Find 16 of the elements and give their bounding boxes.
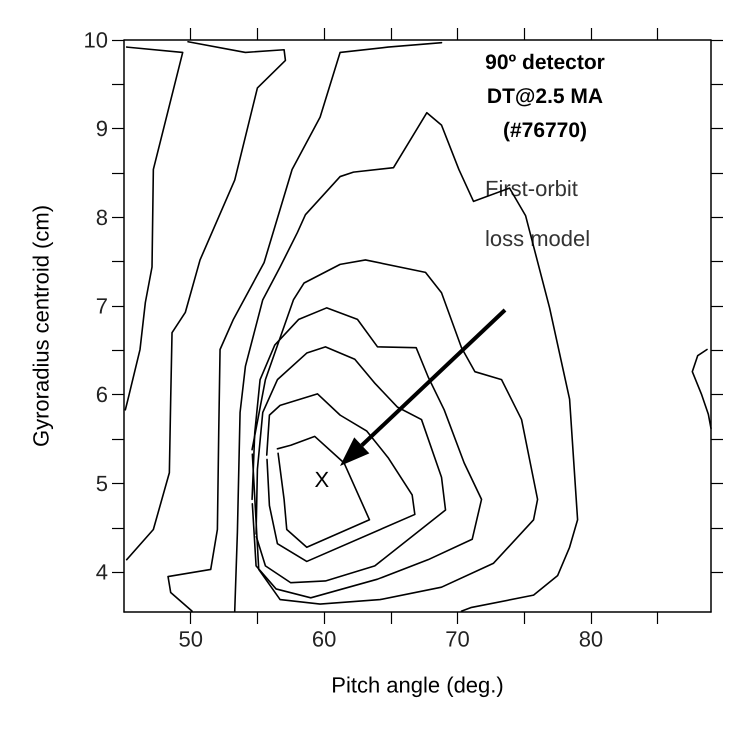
x-axis-title: Pitch angle (deg.) bbox=[331, 672, 504, 698]
annotation: First-orbit loss model bbox=[485, 175, 590, 253]
x-tick-label: 50 bbox=[178, 626, 203, 652]
x-tick-label: 60 bbox=[312, 626, 336, 652]
y-tick-label: 9 bbox=[96, 116, 108, 142]
y-tick-label: 7 bbox=[96, 294, 108, 319]
y-tick-label: 5 bbox=[96, 470, 108, 496]
annotation: X bbox=[314, 467, 330, 492]
y-tick-label: 8 bbox=[96, 204, 108, 230]
y-tick-label: 10 bbox=[84, 28, 108, 52]
y-tick-label: 6 bbox=[96, 382, 108, 408]
x-tick-label: 70 bbox=[445, 626, 470, 652]
x-tick-label: 80 bbox=[578, 626, 604, 652]
y-axis-title: Gyroradius centroid (cm) bbox=[28, 204, 54, 448]
y-tick-label: 4 bbox=[96, 560, 108, 585]
text: 90º detector DT@2.5 MA (#76770) bbox=[484, 50, 606, 144]
